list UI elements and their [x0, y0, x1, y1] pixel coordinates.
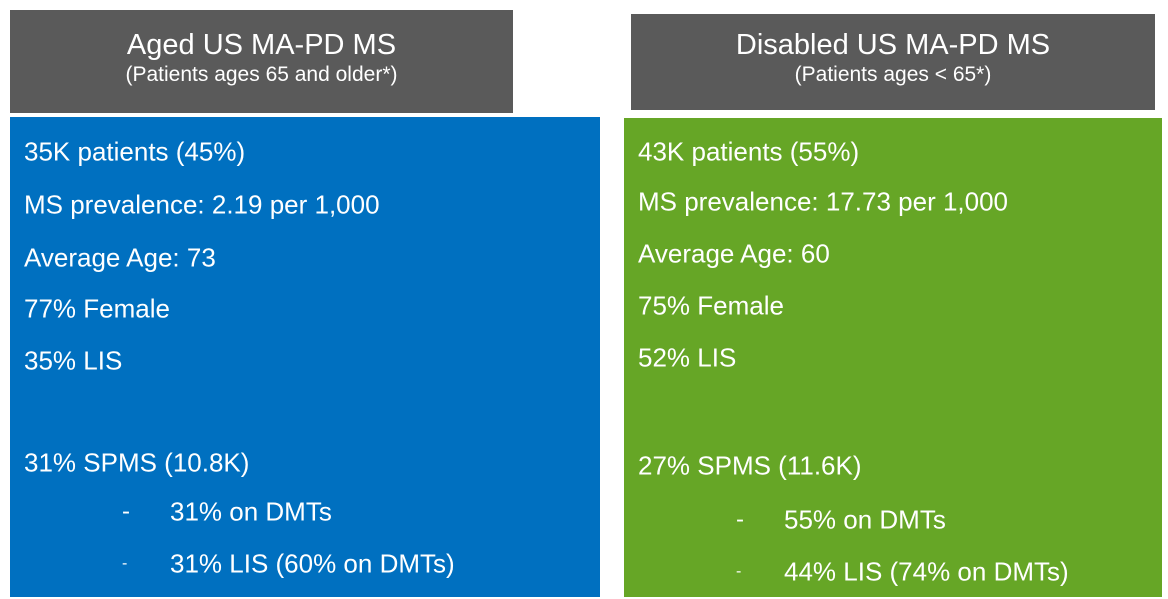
bullet-marker: - [122, 555, 128, 572]
bullet-marker: - [736, 506, 744, 533]
spms-line: 31% SPMS (10.8K) [24, 447, 250, 478]
stat-line: 43K patients (55%) [638, 136, 860, 167]
spms-line: 27% SPMS (11.6K) [638, 450, 862, 481]
stat-line: Average Age: 60 [638, 238, 830, 269]
panel-body: 43K patients (55%) MS prevalence: 17.73 p… [624, 118, 1162, 597]
panel-subtitle: (Patients ages < 65*) [794, 63, 992, 86]
bullet-marker: - [736, 563, 742, 580]
stat-line: 35K patients (45%) [24, 136, 246, 167]
stat-line: MS prevalence: 2.19 per 1,000 [24, 189, 380, 220]
stat-line: 77% Female [24, 293, 170, 324]
panel-header: Aged US MA-PD MS (Patients ages 65 and o… [10, 10, 513, 113]
panel-header: Disabled US MA-PD MS (Patients ages < 65… [631, 14, 1155, 110]
stat-line: 52% LIS [638, 342, 737, 373]
stat-line: 35% LIS [24, 345, 123, 376]
bullet-text: 31% on DMTs [170, 496, 332, 527]
bullet-text: 44% LIS (74% on DMTs) [784, 556, 1069, 587]
bullet-text: 55% on DMTs [784, 504, 946, 535]
panel-title: Aged US MA-PD MS [126, 29, 397, 61]
panel-body: 35K patients (45%) MS prevalence: 2.19 pe… [10, 117, 600, 597]
bullet-text: 31% LIS (60% on DMTs) [170, 548, 455, 579]
stat-line: Average Age: 73 [24, 242, 216, 273]
panel-subtitle: (Patients ages 65 and older*) [125, 63, 398, 86]
bullet-marker: - [122, 498, 130, 525]
panel-title: Disabled US MA-PD MS [735, 29, 1051, 61]
stat-line: 75% Female [638, 290, 784, 321]
stat-line: MS prevalence: 17.73 per 1,000 [638, 186, 1009, 217]
